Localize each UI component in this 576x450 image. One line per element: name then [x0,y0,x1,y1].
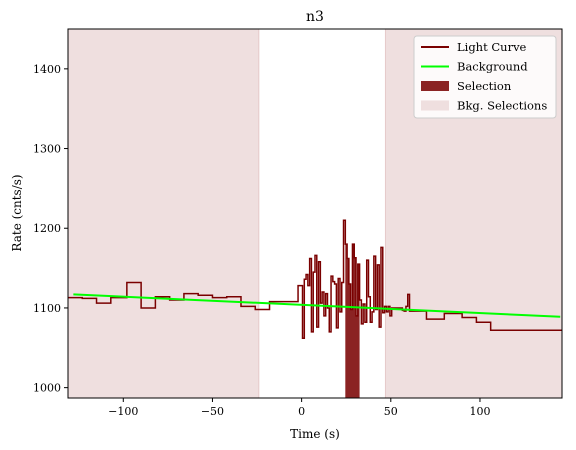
legend-swatch [421,100,449,111]
legend-label: Selection [457,79,512,93]
legend-box [413,35,557,119]
y-tick-label: 1400 [33,63,61,76]
x-tick-label: 50 [384,405,398,418]
x-axis: −100 −50 0 50 100 [108,398,490,418]
y-tick-label: 1200 [33,222,61,235]
background-fit [73,293,561,318]
y-tick-label: 1000 [33,382,61,395]
x-axis-label: Time (s) [290,427,340,441]
legend-label: Light Curve [457,40,527,54]
legend: Light Curve Background Selection Bkg. Selec… [413,35,557,119]
x-tick-label: −50 [201,405,224,418]
y-axis: 1000 1100 1200 1300 1400 [33,63,68,395]
legend-label: Bkg. Selections [457,99,547,113]
chart-title: n3 [306,9,324,25]
x-tick-label: −100 [108,405,138,418]
legend-swatch [421,81,449,91]
x-tick-label: 100 [469,405,490,418]
y-tick-label: 1300 [33,143,61,156]
light-curve [68,219,562,339]
background-line [73,293,561,318]
y-tick-label: 1100 [33,302,61,315]
plot-frame [67,28,563,399]
y-axis-label: Rate (cnts/s) [10,174,24,251]
bkg-selection-0 [68,29,260,398]
x-tick-label: 0 [298,405,305,418]
legend-label: Background [457,60,528,74]
light-curve-line [68,219,562,339]
